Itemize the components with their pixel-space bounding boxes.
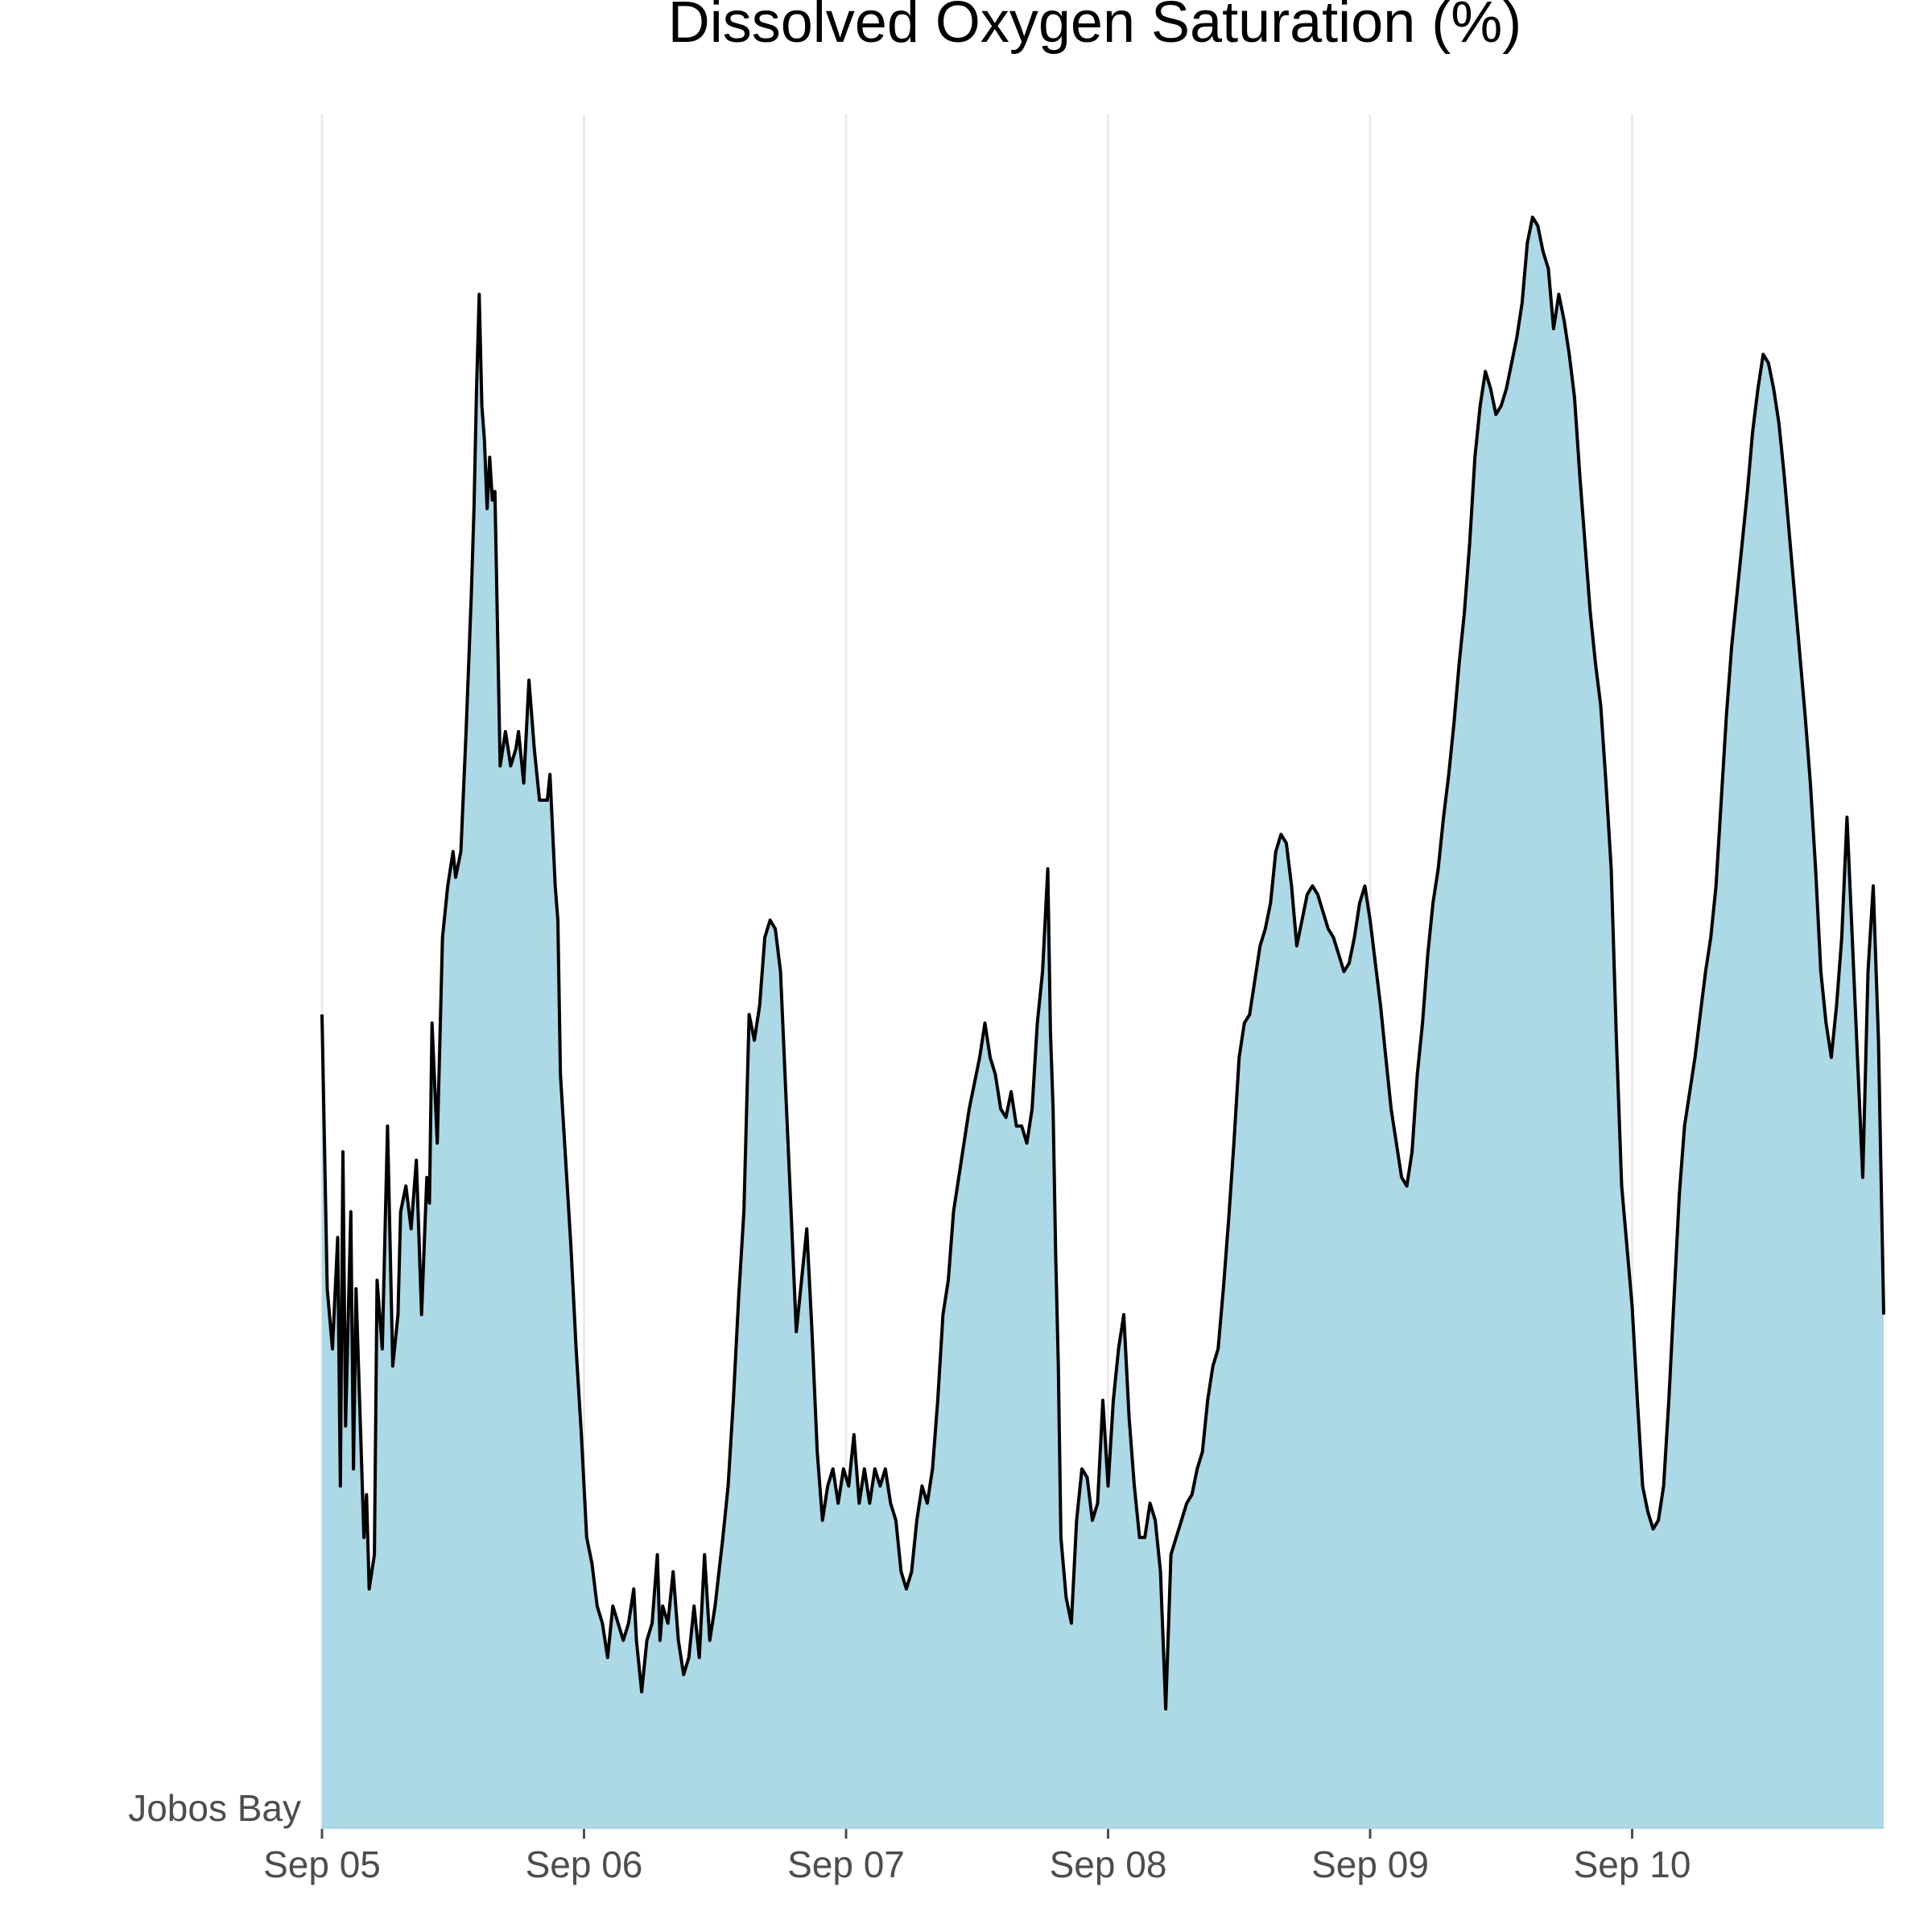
x-tick-label: Sep 05 [263, 1843, 381, 1885]
x-tick-label: Sep 10 [1574, 1843, 1691, 1885]
chart-title: Dissolved Oxygen Saturation (%) [668, 0, 1521, 55]
x-tick-label: Sep 09 [1311, 1843, 1429, 1885]
x-axis: Sep 05 Sep 06 Sep 07 Sep 08 Sep 09 Sep 10 [263, 1829, 1690, 1885]
plot-area [320, 215, 1885, 1829]
x-tick-label: Sep 08 [1050, 1843, 1167, 1885]
y-category-label: Jobos Bay [128, 1787, 301, 1829]
series-area [322, 217, 1884, 1829]
series-line [320, 215, 1885, 1711]
x-tick-label: Sep 07 [787, 1843, 905, 1885]
x-tick-label: Sep 06 [526, 1843, 643, 1885]
